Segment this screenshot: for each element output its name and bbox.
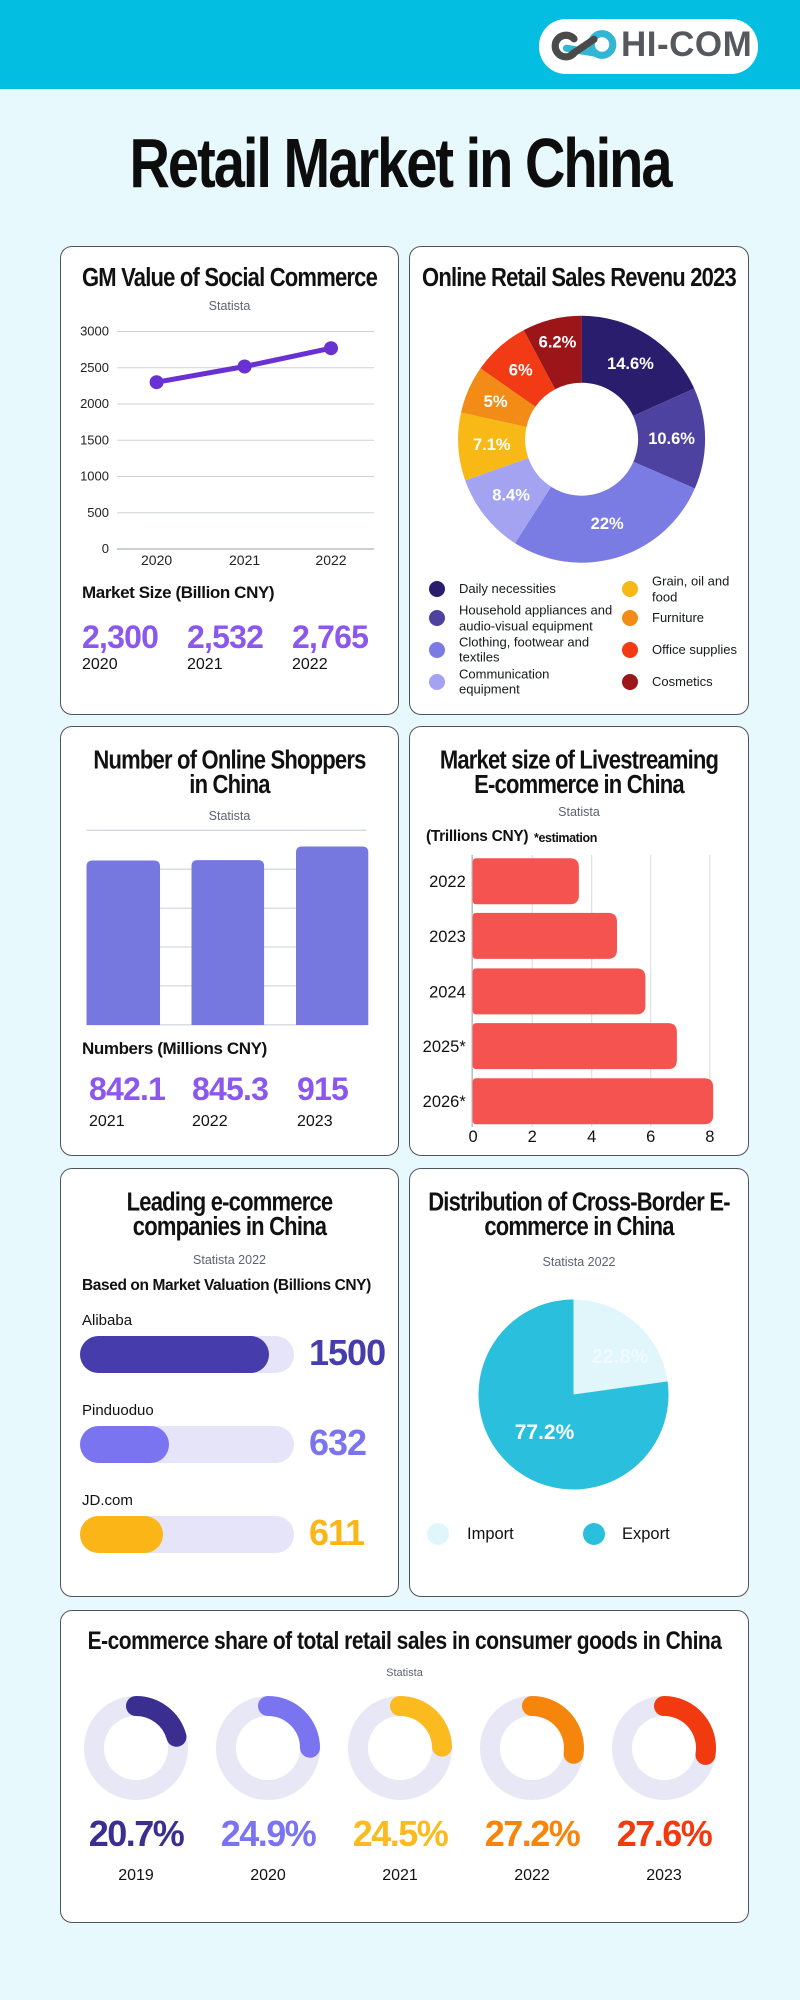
- svg-text:7.1%: 7.1%: [473, 436, 511, 454]
- svg-text:8: 8: [705, 1128, 714, 1145]
- svg-text:0: 0: [102, 541, 109, 556]
- svg-text:2500: 2500: [80, 360, 109, 375]
- svg-text:2025*: 2025*: [423, 1038, 467, 1056]
- svg-text:2022: 2022: [429, 873, 466, 891]
- svg-text:14.6%: 14.6%: [607, 355, 654, 373]
- svg-text:2022: 2022: [315, 552, 346, 568]
- svg-text:2020: 2020: [141, 552, 172, 568]
- svg-text:2000: 2000: [80, 396, 109, 411]
- svg-text:5%: 5%: [484, 393, 508, 411]
- svg-text:1500: 1500: [80, 432, 109, 447]
- svg-text:10.6%: 10.6%: [648, 430, 695, 448]
- svg-text:2026*: 2026*: [423, 1093, 467, 1111]
- svg-text:2023: 2023: [429, 928, 466, 946]
- svg-text:3000: 3000: [80, 324, 109, 339]
- svg-text:8.4%: 8.4%: [492, 487, 530, 505]
- svg-text:22.8%: 22.8%: [592, 1346, 649, 1368]
- svg-text:6%: 6%: [509, 362, 533, 380]
- svg-text:4: 4: [587, 1128, 596, 1145]
- svg-text:2021: 2021: [229, 552, 260, 568]
- svg-text:2: 2: [528, 1128, 537, 1145]
- svg-text:6: 6: [646, 1128, 655, 1145]
- svg-text:22%: 22%: [591, 515, 624, 533]
- svg-text:1000: 1000: [80, 469, 109, 484]
- svg-text:77.2%: 77.2%: [515, 1421, 575, 1444]
- svg-text:0: 0: [469, 1128, 478, 1145]
- svg-text:2024: 2024: [429, 983, 466, 1001]
- svg-text:500: 500: [87, 505, 109, 520]
- svg-text:6.2%: 6.2%: [539, 334, 577, 352]
